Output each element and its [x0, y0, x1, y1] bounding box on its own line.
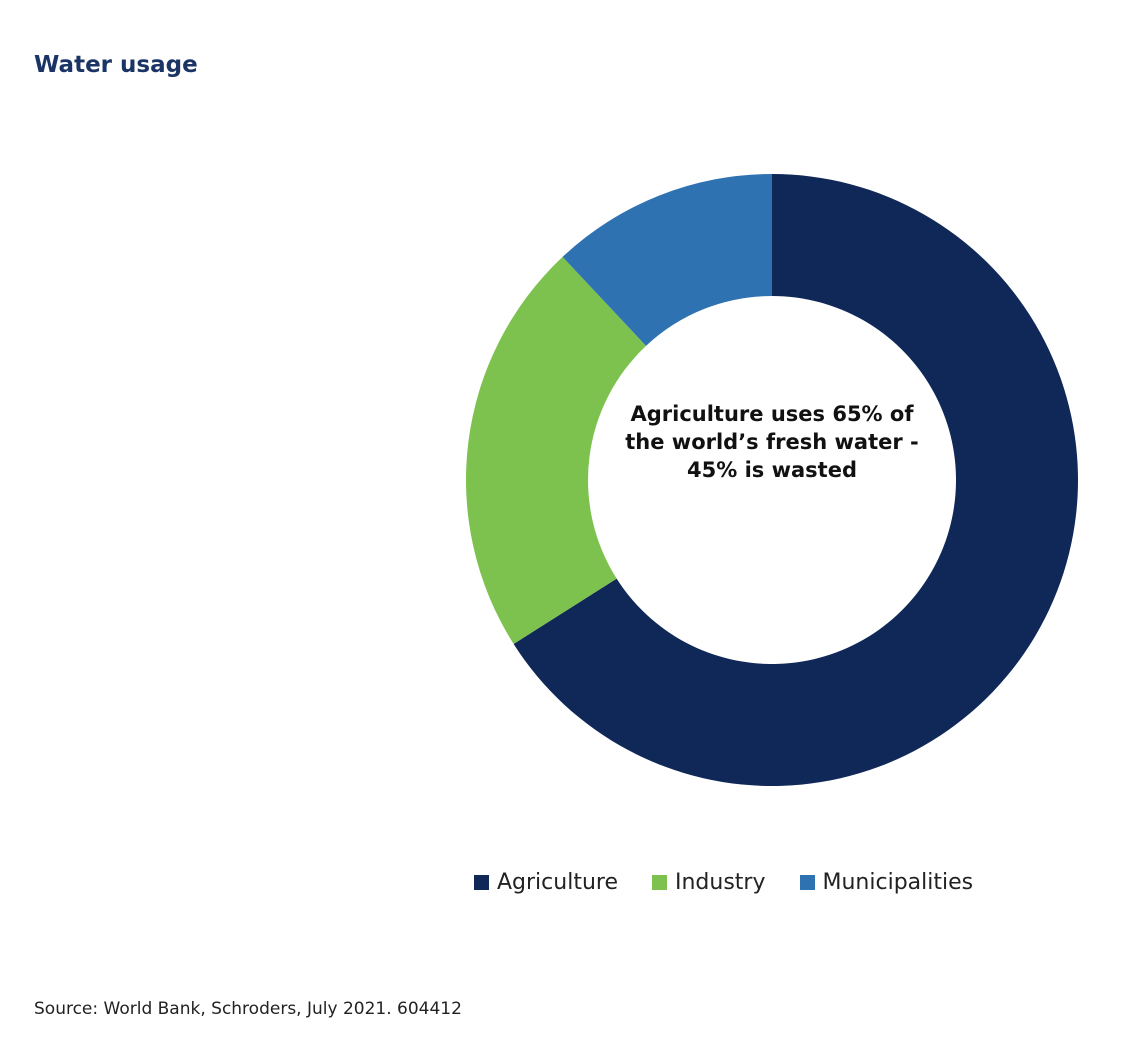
legend-swatch — [652, 875, 667, 890]
slice-municipalities — [562, 174, 772, 346]
slice-agriculture — [513, 174, 1078, 786]
slice-industry — [466, 256, 647, 644]
legend-swatch — [799, 875, 815, 890]
legend-swatch — [474, 875, 489, 890]
center-annotation: Agriculture uses 65% of the world’s fres… — [625, 402, 919, 482]
legend: Agriculture Industry Municipalities — [474, 870, 973, 895]
legend-label: Agriculture — [497, 870, 618, 895]
legend-item-municipalities: Municipalities — [799, 870, 974, 895]
chart-title: Water usage — [34, 52, 198, 78]
legend-label: Industry — [675, 870, 766, 895]
legend-item-agriculture: Agriculture — [474, 870, 618, 895]
legend-label: Municipalities — [822, 870, 974, 895]
legend-item-industry: Industry — [652, 870, 766, 895]
source-note: Source: World Bank, Schroders, July 2021… — [34, 999, 462, 1019]
